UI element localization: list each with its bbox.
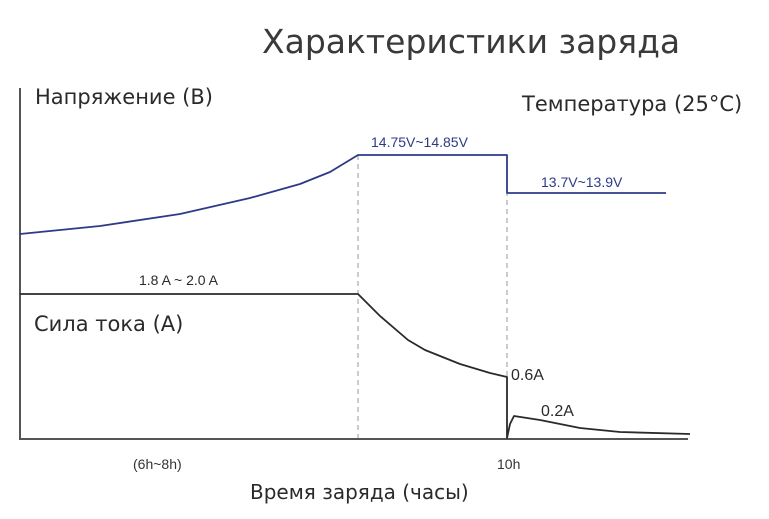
x-tick-10h: 10h (497, 456, 521, 472)
chart-title: Характеристики заряда (262, 22, 681, 61)
x-axis-label: Время заряда (часы) (250, 480, 469, 504)
data-annotation: 0.2A (541, 403, 574, 420)
chart-axes (19, 88, 688, 440)
data-annotation: 0.6A (511, 367, 544, 384)
series-annotations: 14.75V~14.85V 13.7V~13.9V 1.8 A ~ 2.0 A 0.6… (139, 134, 623, 420)
data-series (19, 154, 691, 439)
data-annotation: 1.8 A ~ 2.0 A (139, 272, 219, 288)
data-annotation: 14.75V~14.85V (371, 134, 469, 150)
voltage-axis-label: Напряжение (В) (35, 85, 213, 109)
current-axis-label: Сила тока (А) (34, 312, 184, 336)
voltage-line (19, 154, 666, 235)
x-tick-phase1: (6h~8h) (133, 456, 182, 472)
current-line (20, 293, 691, 439)
data-annotation: 13.7V~13.9V (541, 174, 623, 190)
temperature-label: Температура (25°C) (522, 92, 743, 116)
phase-guide-lines (357, 155, 508, 439)
